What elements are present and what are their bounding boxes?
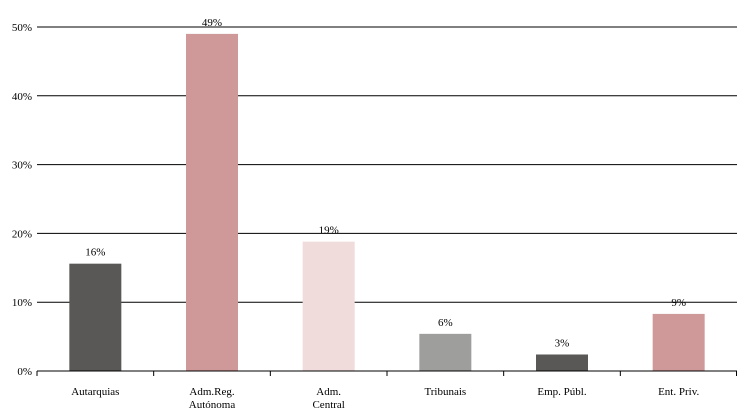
y-tick-label: 20% [12, 228, 32, 240]
y-tick-label: 0% [17, 366, 32, 378]
x-axis [36, 370, 737, 376]
y-axis-tick-labels: 0% 10% 20% 30% 40% 50% [12, 22, 32, 378]
category-label-line: Ent. Priv. [658, 386, 699, 398]
data-label: 16% [85, 247, 105, 259]
bar [69, 263, 122, 371]
category-label-line: Adm.Reg. [189, 386, 234, 398]
data-label: 9% [671, 297, 686, 309]
category-label-line: Central [312, 399, 344, 411]
category-label-line: Adm. [316, 386, 341, 398]
category-label-line: Emp. Públ. [537, 386, 586, 398]
category-label-line: Autónoma [189, 399, 236, 411]
category-label: Emp. Públ. [537, 386, 586, 398]
gridlines [37, 26, 737, 303]
y-tick-label: 10% [12, 297, 32, 309]
category-label: Adm. Central [312, 386, 344, 411]
data-labels: 16% 49% 19% 6% 3% 9% [85, 17, 686, 350]
bar [652, 313, 705, 371]
data-label: 6% [438, 317, 453, 329]
category-label: Tribunais [424, 386, 466, 398]
data-label: 3% [555, 337, 570, 349]
bar [536, 354, 588, 371]
y-tick-label: 50% [12, 22, 32, 34]
category-label: Adm.Reg. Autónoma [189, 386, 236, 411]
bars [69, 33, 705, 371]
bar [302, 241, 355, 371]
bar [186, 33, 238, 371]
y-tick-label: 30% [12, 160, 32, 172]
category-label-line: Tribunais [424, 386, 466, 398]
category-label-line: Autarquias [71, 386, 119, 398]
bar [419, 333, 472, 371]
data-label: 49% [202, 17, 222, 29]
category-labels: Autarquias Adm.Reg. Autónoma Adm. Central Tri… [71, 386, 699, 411]
y-tick-label: 40% [12, 91, 32, 103]
data-label: 19% [319, 225, 339, 237]
category-label: Ent. Priv. [658, 386, 699, 398]
category-label: Autarquias [71, 386, 119, 398]
